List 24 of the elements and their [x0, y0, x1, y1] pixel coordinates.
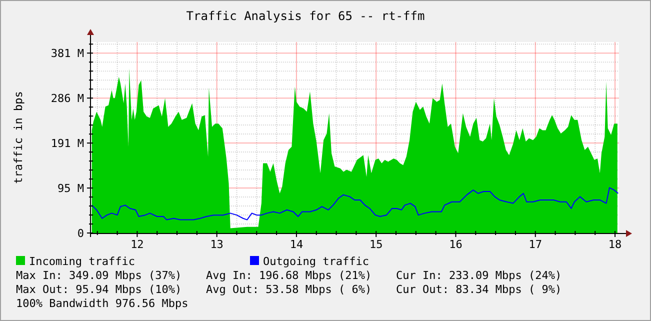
- text: Cur Out: 83.34 Mbps ( 9%): [396, 283, 562, 296]
- x-tick-label: 16: [449, 238, 462, 251]
- legend-label: Incoming traffic: [29, 255, 135, 268]
- y-tick-label: 95 M: [58, 182, 84, 196]
- line-series: [91, 187, 619, 220]
- y-tick-label: 286 M: [50, 92, 84, 106]
- y-tick-label: 0: [77, 227, 84, 240]
- text: 100% Bandwidth 976.56 Mbps: [16, 297, 188, 310]
- x-tick-label: 18: [608, 238, 622, 251]
- text: Avg Out: 53.58 Mbps ( 6%): [206, 283, 372, 296]
- text: Max In: 349.09 Mbps (37%): [16, 269, 182, 282]
- text: Avg In: 196.68 Mbps (21%): [206, 269, 372, 282]
- text: Max Out: 95.94 Mbps (10%): [16, 283, 182, 296]
- y-tick-label: 381 M: [50, 47, 84, 60]
- x-tick-label: 13: [210, 238, 224, 251]
- x-tick-label: 12: [130, 238, 144, 251]
- text: Cur In: 233.09 Mbps (24%): [396, 269, 562, 282]
- x-tick-label: 17: [528, 238, 542, 251]
- y-axis-title: traffic in bps: [12, 91, 25, 184]
- chart-title: Traffic Analysis for 65 -- rt-ffm: [186, 9, 425, 23]
- legend-label: Outgoing traffic: [263, 255, 369, 268]
- y-tick-label: 191 M: [50, 137, 84, 150]
- x-tick-label: 15: [369, 238, 383, 251]
- x-tick-label: 14: [290, 238, 304, 251]
